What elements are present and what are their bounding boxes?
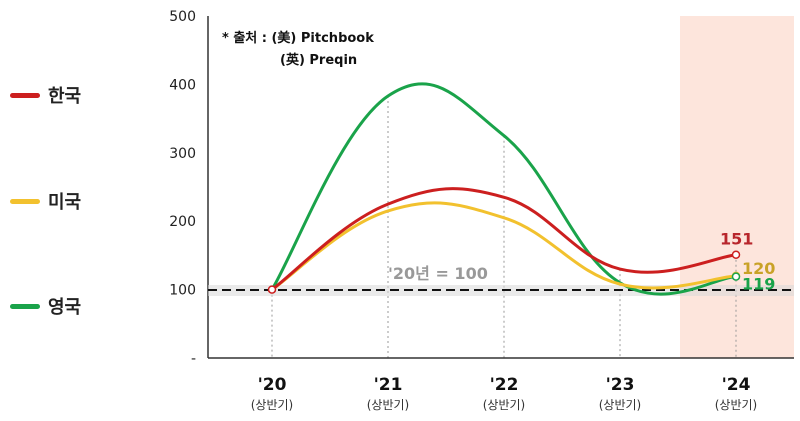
highlight-band [680,16,794,358]
legend-item-usa: 미국 [10,188,81,214]
legend-item-korea: 한국 [10,82,81,108]
legend-item-uk: 영국 [10,293,81,319]
x-tick-sublabel: (상반기) [599,398,641,412]
source-note-line-2: (英) Preqin [280,52,357,68]
x-tick-label: '21 [374,375,403,395]
baseline-label: '20년 = 100 [388,264,488,283]
y-tick-label: 500 [169,9,196,25]
series-line-2 [270,82,738,296]
series-line-0 [270,187,738,292]
source-note-line-1: * 출처 : (美) Pitchbook [222,30,374,46]
y-tick-label: 100 [169,283,196,299]
end-value-label-0: 151 [720,230,753,249]
y-tick-label: 400 [169,77,196,93]
start-marker [267,285,277,294]
legend-swatch-usa [10,198,40,204]
legend-swatch-korea [10,92,40,98]
x-tick-label: '24 [722,375,751,395]
end-value-label-1: 120 [742,259,775,278]
y-tick-label: - [191,351,196,367]
y-tick-label: 200 [169,214,196,230]
end-marker-2 [731,272,741,281]
x-tick-label: '22 [490,375,519,395]
end-marker-0 [731,250,741,259]
x-tick-sublabel: (상반기) [251,398,293,412]
legend-label-korea: 한국 [48,86,82,107]
x-tick-label: '23 [606,375,635,395]
legend-label-usa: 미국 [48,192,82,213]
y-tick-label: 300 [169,146,196,162]
x-tick-sublabel: (상반기) [483,398,525,412]
x-tick-sublabel: (상반기) [367,398,409,412]
x-tick-sublabel: (상반기) [715,398,757,412]
end-value-label-2: 119 [742,275,775,294]
baseline-band [208,285,794,296]
x-tick-label: '20 [258,375,287,395]
series-line-1 [270,201,738,292]
legend-label-uk: 영국 [48,297,82,318]
legend-swatch-uk [10,303,40,309]
